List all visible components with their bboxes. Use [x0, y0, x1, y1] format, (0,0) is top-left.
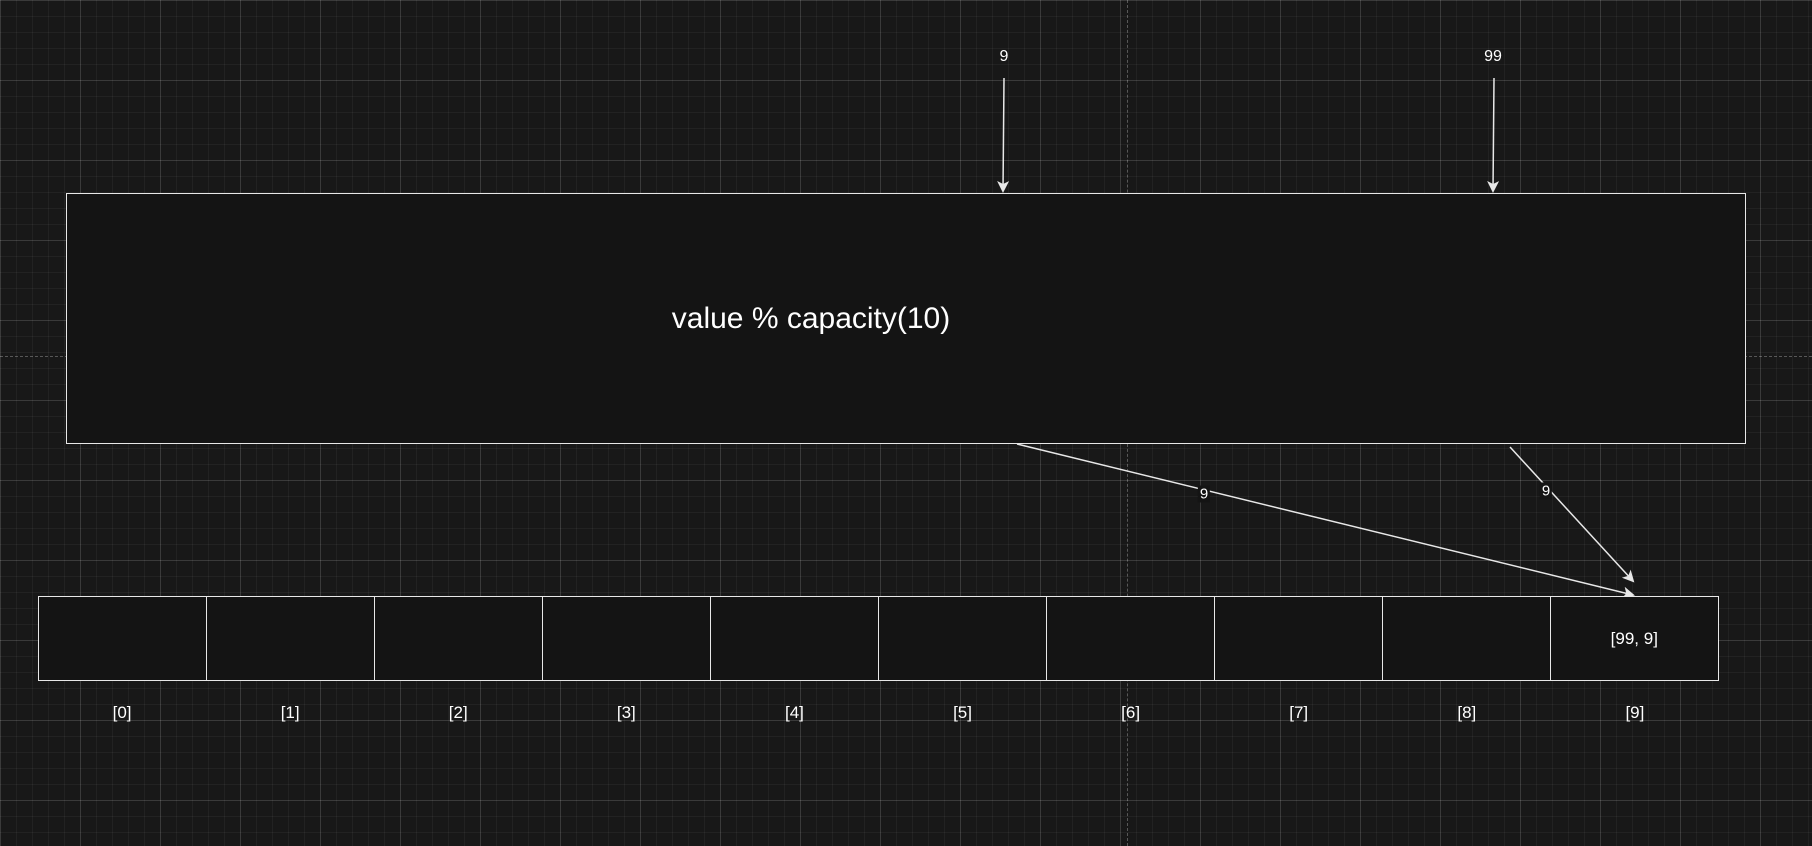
- edge-label-9-left: 9: [1197, 485, 1211, 503]
- input-value-99: 99: [1484, 48, 1502, 65]
- edge-arrow-99-to-bucket-9: [1509, 446, 1635, 583]
- bucket-index-label: [4]: [784, 703, 804, 722]
- bucket-index-label: [3]: [616, 703, 636, 722]
- bucket-index-label: [5]: [953, 703, 972, 722]
- bucket-cell: [205, 596, 376, 681]
- bucket-cell: [709, 596, 880, 681]
- edge-label-9-right: 9: [1539, 482, 1553, 500]
- bucket-index-label: [7]: [1289, 703, 1309, 722]
- hash-function-box: value % capacity(10): [66, 193, 1746, 444]
- input-arrow-99: [1487, 77, 1500, 193]
- bucket-cell: [99, 9]: [1549, 596, 1720, 681]
- bucket-index-label: [0]: [112, 703, 132, 722]
- bucket-cell: [1213, 596, 1384, 681]
- bucket-index-label: [2]: [448, 703, 468, 722]
- bucket-index-label: [6]: [1121, 703, 1141, 722]
- edge-arrow-9-to-bucket-9: [1016, 443, 1635, 599]
- bucket-array: [99, 9]: [38, 596, 1720, 681]
- hash-function-label: value % capacity(10): [671, 301, 951, 335]
- bucket-index-label: [8]: [1457, 703, 1477, 722]
- input-arrow-9: [997, 77, 1010, 193]
- bucket-cell: [877, 596, 1048, 681]
- bucket-cell: [1045, 596, 1216, 681]
- bucket-index-label: [9]: [1625, 703, 1645, 722]
- bucket-index-label: [1]: [280, 703, 300, 722]
- bucket-index-row: [0] [1] [2] [3] [4] [5] [6] [7] [8] [9]: [38, 703, 1719, 723]
- bucket-cell: [373, 596, 544, 681]
- bucket-cell: [38, 596, 208, 681]
- bucket-cell: [541, 596, 712, 681]
- input-value-9: 9: [999, 48, 1009, 65]
- bucket-cell: [1381, 596, 1552, 681]
